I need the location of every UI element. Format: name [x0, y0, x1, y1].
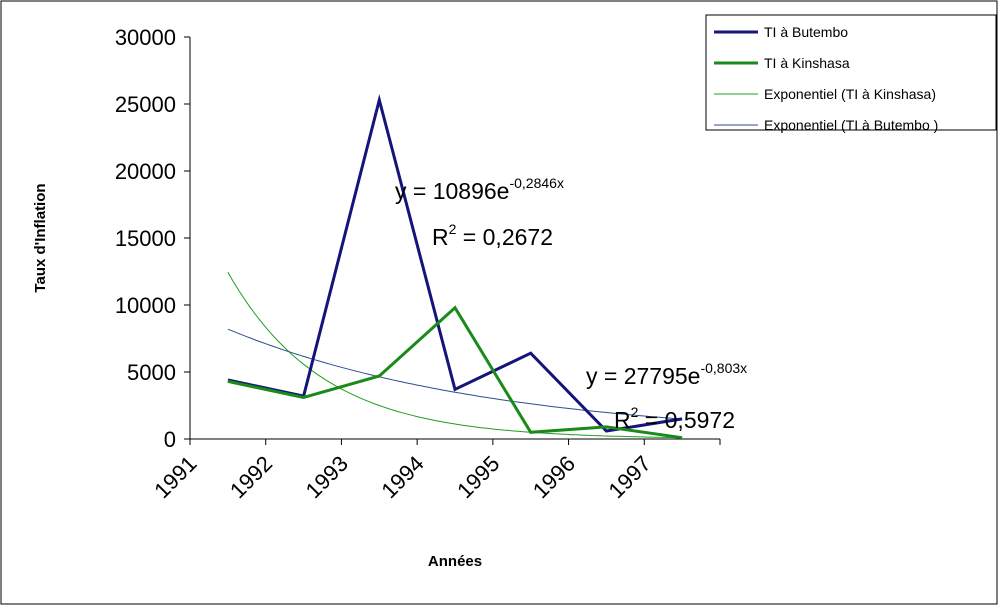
y-tick-label: 20000 [115, 159, 176, 184]
y-tick-label: 25000 [115, 92, 176, 117]
legend-label: TI à Butembo [764, 24, 848, 40]
legend-entries: TI à Butembo TI à Kinshasa Exponentiel (TI… [714, 24, 938, 133]
butembo-trend-r2: R2 = 0,2672 [432, 221, 553, 250]
legend-box [705, 14, 997, 131]
butembo-trend-equation: y = 10896e-0,2846x [395, 175, 564, 204]
y-tick-label: 30000 [115, 25, 176, 50]
legend-label: TI à Kinshasa [764, 55, 850, 71]
kinshasa-trend-equation: y = 27795e-0,803x [586, 360, 747, 389]
kinshasa-trend-r2: R2 = 0,5972 [614, 404, 735, 433]
trendline-exponentiel-ti-butembo [227, 328, 683, 420]
trendline-exponentiel-ti-kinshasa [227, 271, 683, 439]
y-tick-label: 0 [164, 427, 176, 452]
y-ticks: 0 5000 10000 15000 20000 25000 30000 [115, 25, 190, 452]
y-axis-title: Taux d'Inflation [32, 183, 49, 292]
y-tick-label: 10000 [115, 293, 176, 318]
legend-label: Exponentiel (TI à Butembo ) [764, 117, 938, 133]
y-tick-label: 15000 [115, 226, 176, 251]
legend-label: Exponentiel (TI à Kinshasa) [764, 86, 936, 102]
x-axis-title: Années [428, 553, 482, 570]
series-layer [227, 94, 683, 440]
y-tick-label: 5000 [127, 360, 176, 385]
series-line-ti-kinshasa [227, 305, 683, 440]
legend: TI à Butembo TI à Kinshasa Exponentiel (TI… [705, 14, 997, 133]
